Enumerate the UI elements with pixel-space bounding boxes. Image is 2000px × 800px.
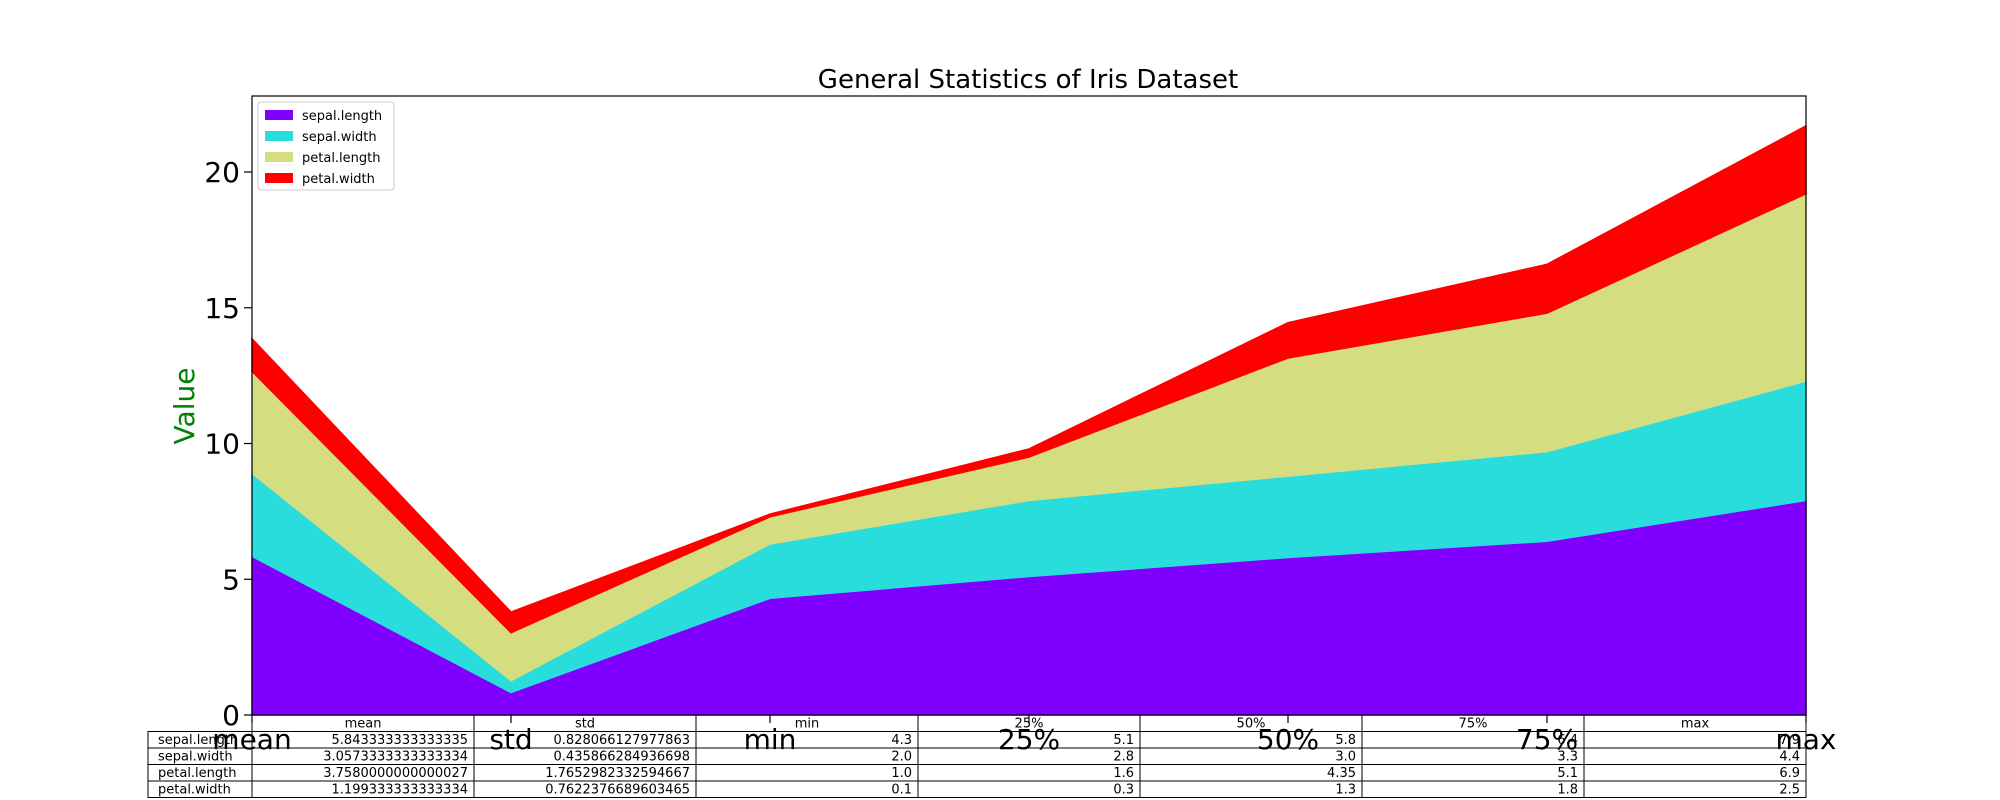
table-cell-value: 2.8: [1113, 750, 1134, 765]
table-cell: [695, 747, 919, 765]
legend-label: petal.width: [302, 172, 375, 187]
chart-title: General Statistics of Iris Dataset: [818, 65, 1238, 95]
x-tick-label: 25%: [998, 723, 1060, 756]
table-cell-value: 4.3: [891, 733, 912, 748]
table-cell-value: 0.3: [1113, 783, 1134, 798]
y-tick-label: 20: [204, 156, 240, 189]
y-axis-label: Value: [168, 368, 201, 445]
table-cell-value: 1.8: [1557, 783, 1578, 798]
table-cell: [695, 780, 919, 798]
table-cell: [695, 764, 919, 782]
legend-swatch: [265, 110, 293, 120]
x-tick-label: 50%: [1257, 723, 1319, 756]
x-tick-label: 75%: [1516, 723, 1578, 756]
table-cell-value: 0.435866284936698: [554, 750, 690, 765]
y-axis: 0 5 10 15 20: [204, 156, 252, 732]
legend-label: sepal.width: [302, 130, 377, 145]
legend-box: [257, 101, 395, 191]
table-cell: [1583, 764, 1807, 782]
table-row-header: sepal.length: [158, 733, 238, 748]
area-layers: [251, 124, 1807, 716]
table-cell-value: 5.1: [1557, 766, 1578, 781]
legend-label: sepal.length: [302, 109, 382, 124]
table-column-header: max: [1681, 717, 1710, 732]
table-cell: [1361, 780, 1585, 798]
table-cell-value: 6.9: [1779, 766, 1800, 781]
table-cell: [1583, 731, 1807, 749]
table-cell-value: 3.7580000000000027: [323, 766, 468, 781]
table-cell-value: 1.199333333333334: [332, 783, 468, 798]
table-cell: [1361, 764, 1585, 782]
legend-swatch: [265, 131, 293, 141]
table-cell-value: 3.0: [1335, 750, 1356, 765]
table-cell: [695, 731, 919, 749]
table-cell-value: 1.3: [1335, 783, 1356, 798]
table-cell-value: 0.7622376689603465: [545, 783, 690, 798]
legend: sepal.length sepal.width petal.length petal…: [257, 101, 395, 191]
table-column-header: std: [575, 717, 595, 732]
table-cell-value: 2.0: [891, 750, 912, 765]
table-cell: [917, 764, 1141, 782]
table-cell-value: 4.35: [1327, 766, 1356, 781]
table-column-header: min: [795, 717, 820, 732]
table-column-header: 25%: [1015, 717, 1044, 732]
table-cell: [1139, 780, 1363, 798]
x-tick-label: min: [744, 723, 797, 756]
x-tick-label: std: [489, 723, 532, 756]
table-cell: [1583, 747, 1807, 765]
table-cell-value: 0.828066127977863: [554, 733, 690, 748]
table-cell-value: 3.0573333333333334: [323, 750, 468, 765]
y-tick-label: 15: [204, 292, 240, 325]
table-cell: [1583, 780, 1807, 798]
y-tick-label: 0: [222, 699, 240, 732]
table-column-header: mean: [345, 717, 382, 732]
legend-swatch: [265, 152, 293, 162]
legend-label: petal.length: [302, 151, 381, 166]
table-cell-value: 1.6: [1113, 766, 1134, 781]
table-cell: [917, 780, 1141, 798]
table-cell-value: 0.1: [891, 783, 912, 798]
table-column-header: 75%: [1459, 717, 1488, 732]
table-cell-value: 2.5: [1779, 783, 1800, 798]
table-row-header: sepal.width: [158, 750, 233, 765]
table-cell-value: 7.9: [1779, 733, 1800, 748]
table-cell-value: 5.1: [1113, 733, 1134, 748]
y-tick-label: 10: [204, 428, 240, 461]
legend-swatch: [265, 173, 293, 183]
table-cell-value: 5.8: [1335, 733, 1356, 748]
table-cell: [1139, 747, 1363, 765]
table-cell-value: 1.7652982332594667: [545, 766, 690, 781]
table-row-header: petal.length: [158, 766, 237, 781]
table-column-header: 50%: [1237, 717, 1266, 732]
table-cell-value: 1.0: [891, 766, 912, 781]
y-tick-label: 5: [222, 563, 240, 596]
table-cell-value: 4.4: [1779, 750, 1800, 765]
table-cell-value: 3.3: [1557, 750, 1578, 765]
table-row-header: petal.width: [158, 783, 231, 798]
table-cell-value: 5.843333333333335: [332, 733, 468, 748]
data-table: mean std min 25% 50% 75% max sepal.length 5.8433…: [147, 714, 1807, 798]
table-cell-value: 6.4: [1557, 733, 1578, 748]
table-cell: [1139, 731, 1363, 749]
